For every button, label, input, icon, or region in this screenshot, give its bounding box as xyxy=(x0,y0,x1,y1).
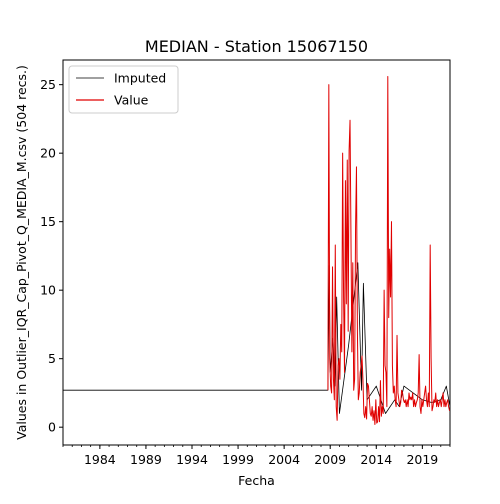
x-tick-label: 2009 xyxy=(314,452,346,467)
y-axis-label: Values in Outlier_IQR_Cap_Pivot_Q_MEDIA_… xyxy=(14,65,29,440)
x-axis-label: Fecha xyxy=(238,473,275,488)
x-tick-label: 2004 xyxy=(268,452,300,467)
chart-title: MEDIAN - Station 15067150 xyxy=(145,37,368,56)
x-tick-label: 2014 xyxy=(360,452,392,467)
y-axis-ticks: 0 5 10 15 20 25 xyxy=(40,77,63,435)
x-tick-label: 1989 xyxy=(130,452,162,467)
y-tick-label: 0 xyxy=(48,420,56,435)
y-tick-label: 20 xyxy=(40,146,56,161)
x-axis-ticks: 1984 1989 1994 1999 2004 2009 2014 2019 xyxy=(62,445,451,467)
series-line-value xyxy=(327,75,451,425)
x-tick-label: 1999 xyxy=(222,452,254,467)
legend: Imputed Value xyxy=(68,65,179,114)
y-tick-label: 25 xyxy=(40,77,56,92)
y-tick-label: 15 xyxy=(40,214,56,229)
series-layer xyxy=(63,75,451,425)
y-tick-label: 10 xyxy=(40,283,56,298)
legend-imputed-label: Imputed xyxy=(114,71,166,86)
x-tick-label: 1984 xyxy=(84,452,116,467)
legend-value-label: Value xyxy=(114,93,149,108)
y-tick-label: 5 xyxy=(48,351,56,366)
x-tick-label: 2019 xyxy=(406,452,438,467)
x-tick-label: 1994 xyxy=(176,452,208,467)
